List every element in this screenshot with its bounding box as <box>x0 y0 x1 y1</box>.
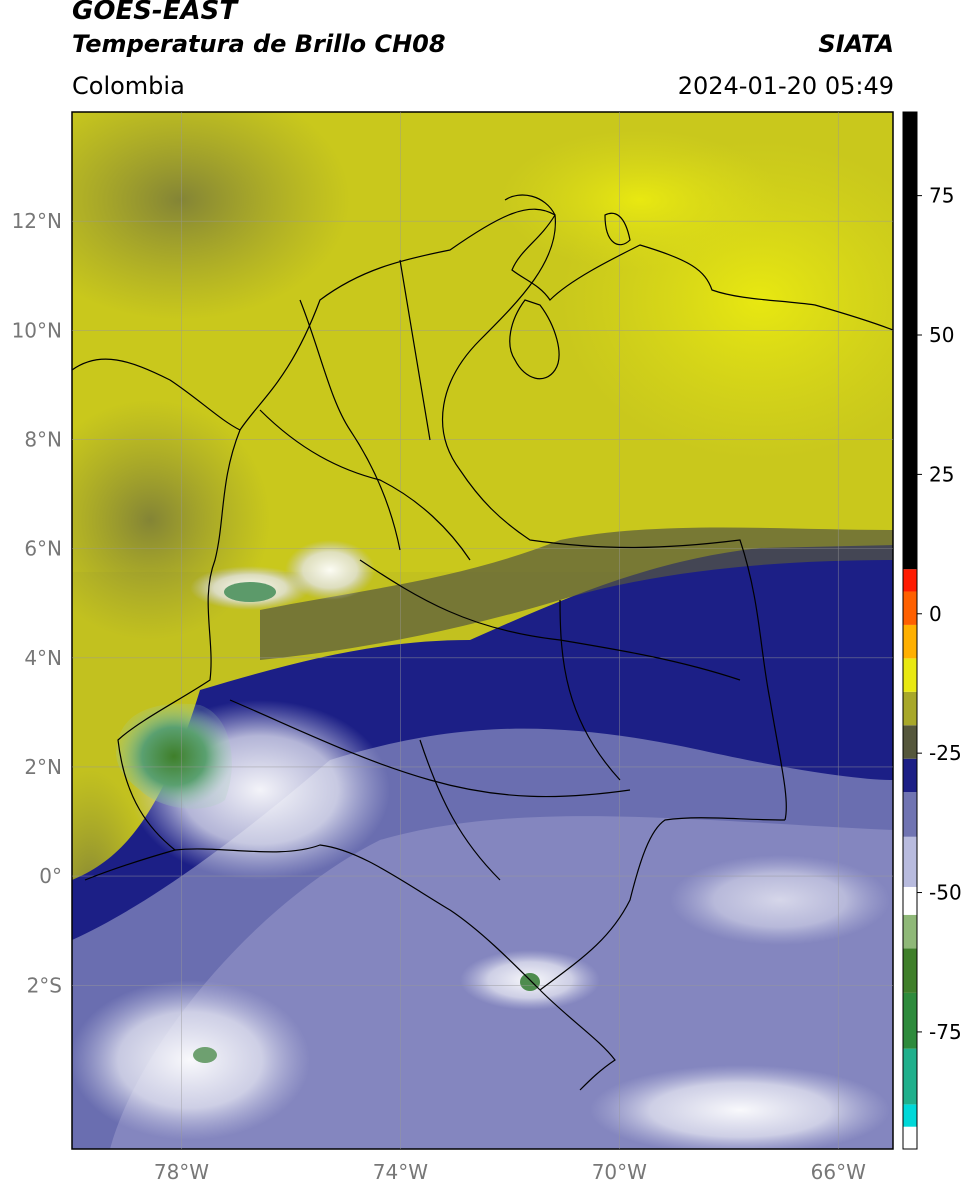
cloud-east <box>670 855 890 945</box>
lon-tick-label: 74°W <box>373 1160 428 1184</box>
colorbar-tick-label: 0 <box>929 602 942 626</box>
curacao <box>604 212 631 246</box>
lon-tick-label: 78°W <box>154 1160 209 1184</box>
brightness-temperature-field <box>72 112 893 1149</box>
internal-depts-3 <box>399 259 431 441</box>
region-label: Colombia <box>72 72 185 100</box>
satellite-title: GOES-EAST <box>72 0 238 26</box>
longitude-labels: 78°W 74°W 70°W 66°W <box>154 1160 866 1184</box>
lake-maracaibo <box>509 299 560 380</box>
cloud-southwest <box>72 980 310 1140</box>
lat-tick-label: 8°N <box>24 427 62 451</box>
lat-tick-label: 4°N <box>24 646 62 670</box>
colorbar-tick-label: 75 <box>929 184 954 208</box>
colorbar-segment <box>903 112 917 570</box>
core-choco <box>224 582 276 602</box>
lat-tick-label: 2°S <box>27 973 62 997</box>
internal-depts-5 <box>229 699 631 798</box>
internal-depts-6 <box>419 739 501 881</box>
pacific-coast <box>84 429 241 881</box>
colorbar-segment <box>903 992 917 1049</box>
internal-depts-2 <box>299 299 401 551</box>
peninsula-guajira <box>504 194 556 216</box>
core-southwest <box>193 1047 217 1063</box>
core-amazon <box>520 973 540 991</box>
coastlines-and-borders <box>71 194 894 1091</box>
colorbar-frame <box>902 111 918 1150</box>
colombia-venezuela-border <box>441 214 787 821</box>
colorbar-segment <box>903 948 917 993</box>
colorbar-segment <box>903 725 917 759</box>
colorbar-segment <box>903 1104 917 1127</box>
colorbar-segment <box>903 1126 917 1149</box>
lat-tick-label: 6°N <box>24 537 62 561</box>
colorbar-segment <box>903 591 917 625</box>
colorbar-segment <box>903 1048 917 1105</box>
colorbar-tick-label: -50 <box>929 881 962 905</box>
colorbar-tick-label: -25 <box>929 741 962 765</box>
colorbar-segment <box>903 886 917 915</box>
internal-depts-4 <box>359 559 741 681</box>
product-title: Temperatura de Brillo CH08 <box>72 30 446 58</box>
coldest-core-pacific <box>116 703 232 809</box>
colorbar-tick-label: 50 <box>929 323 954 347</box>
colombia-brazil-border <box>539 817 786 991</box>
colombia-ecuador-border <box>174 844 541 991</box>
colorbar <box>903 112 917 1149</box>
internal-depts-1 <box>259 409 471 561</box>
colorbar-segment <box>903 569 917 592</box>
lat-tick-label: 10°N <box>12 318 62 342</box>
map-frame <box>71 111 894 1150</box>
colorbar-labels: 75 50 25 0 -25 -50 -75 <box>917 184 962 1044</box>
olive-area-northwest <box>72 112 350 320</box>
colorbar-segment <box>903 792 917 837</box>
colorbar-segment <box>903 658 917 692</box>
lat-tick-label: 12°N <box>12 209 62 233</box>
colorbar-segment <box>903 914 917 949</box>
lat-tick-label: 0° <box>39 864 62 888</box>
colorbar-segment <box>903 691 917 726</box>
colorbar-tick-label: -75 <box>929 1020 962 1044</box>
transition-band <box>260 527 893 660</box>
cloud-antioquia <box>285 540 375 600</box>
cloud-southeast <box>590 1065 890 1149</box>
organization-label: SIATA <box>818 30 894 58</box>
lon-tick-label: 66°W <box>811 1160 866 1184</box>
latitude-labels: 12°N 10°N 8°N 6°N 4°N 2°N 0° 2°S <box>12 209 62 997</box>
colorbar-segment <box>903 624 917 659</box>
caribbean-coast <box>71 208 894 431</box>
warm-area-caribbean <box>500 130 780 270</box>
colorbar-tick-label: 25 <box>929 462 954 486</box>
colorbar-segment <box>903 836 917 887</box>
datetime-label: 2024-01-20 05:49 <box>677 72 894 100</box>
internal-depts-7 <box>559 599 621 781</box>
gridlines <box>72 112 893 1149</box>
peru-brazil-border <box>539 989 616 1091</box>
lon-tick-label: 70°W <box>592 1160 647 1184</box>
lat-tick-label: 2°N <box>24 755 62 779</box>
colorbar-segment <box>903 758 917 793</box>
